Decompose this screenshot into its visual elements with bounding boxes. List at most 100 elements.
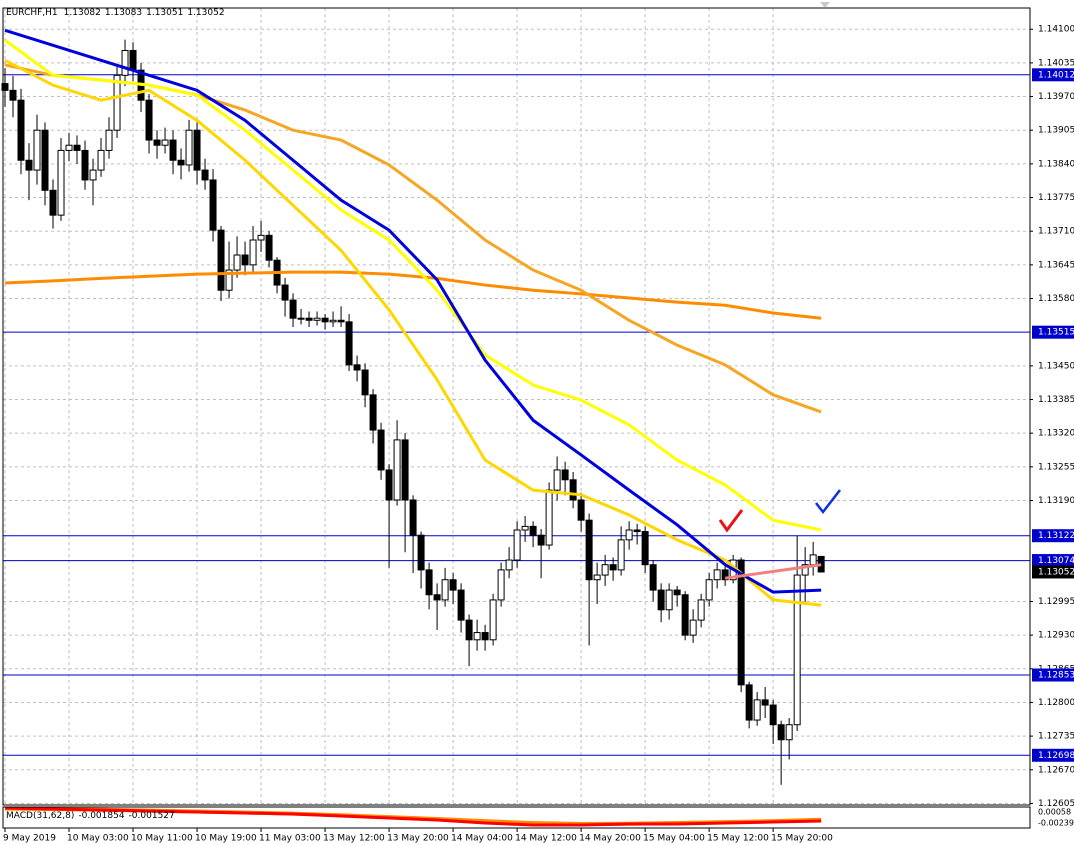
candle-body <box>81 149 89 181</box>
level-label-box <box>1032 668 1074 682</box>
price-label: 1.13052 <box>1038 567 1074 577</box>
candle-body <box>761 699 769 706</box>
y-tick-label: 1.12995 <box>1038 597 1074 607</box>
y-tick-label: 1.13580 <box>1038 294 1074 304</box>
candle-body <box>217 229 225 291</box>
candle-body <box>601 564 609 576</box>
candle-body <box>577 499 585 521</box>
y-tick-label: 1.14100 <box>1038 25 1074 35</box>
macd-tick-label: -0.00239 <box>1038 819 1074 828</box>
candle-body <box>401 439 409 501</box>
y-tick-label: 1.13320 <box>1038 429 1074 439</box>
symbol: EURCHF,H1 <box>6 8 58 18</box>
x-tick-label: 13 May 12:00 <box>323 834 385 844</box>
x-tick-label: 15 May 12:00 <box>707 834 769 844</box>
macd-line <box>4 806 822 827</box>
candle-body <box>201 169 209 181</box>
candle-body <box>489 599 497 641</box>
candle-body <box>249 239 257 266</box>
candle-body <box>73 144 81 151</box>
candle-body <box>665 589 673 611</box>
signal-last: -0.001527 <box>129 811 175 821</box>
chart-header: EURCHF,H1 1.13082 1.13083 1.13051 1.13052 <box>6 8 225 18</box>
candle-body <box>473 632 481 641</box>
last-low: 1.13051 <box>146 8 183 18</box>
candle-body <box>713 569 721 581</box>
candle-body <box>441 579 449 601</box>
candle-body <box>33 129 41 171</box>
candle-body <box>673 589 681 596</box>
y-tick-label: 1.13905 <box>1038 126 1074 136</box>
candle-body <box>41 129 49 191</box>
candle-body <box>697 599 705 621</box>
candle-body <box>593 574 601 581</box>
main-frame <box>2 7 1031 806</box>
candle-body <box>25 159 33 171</box>
candle-body <box>329 319 337 323</box>
x-tick-label: 14 May 04:00 <box>451 834 513 844</box>
candle-body <box>97 149 105 171</box>
level-label: 1.13074 <box>1038 556 1074 566</box>
candle-body <box>241 254 249 266</box>
level-label-box <box>1032 529 1074 543</box>
candle-body <box>393 439 401 501</box>
candle-body <box>105 129 113 151</box>
candle-body <box>65 144 73 151</box>
last-close: 1.13052 <box>187 8 224 18</box>
candle-body <box>169 139 177 161</box>
last-high: 1.13083 <box>105 8 142 18</box>
x-tick-label: 9 May 2019 <box>3 834 56 844</box>
y-tick-label: 1.13190 <box>1038 496 1074 506</box>
candle-body <box>569 479 577 501</box>
candle-body <box>801 564 809 576</box>
candle-body <box>745 684 753 721</box>
indicator-line <box>4 270 822 320</box>
candle-body <box>257 234 265 241</box>
candle-body <box>809 554 817 566</box>
candle-body <box>321 317 329 323</box>
candle-body <box>1 83 9 91</box>
candle-body <box>617 539 625 571</box>
indicator-line <box>4 38 822 532</box>
candle-body <box>545 489 553 546</box>
candle-body <box>521 525 529 531</box>
candle-body <box>497 569 505 601</box>
level-label: 1.12698 <box>1038 751 1074 761</box>
level-label-box <box>1032 748 1074 762</box>
candle-body <box>305 317 313 321</box>
y-tick-label: 1.13970 <box>1038 92 1074 102</box>
candle-body <box>425 569 433 596</box>
level-label: 1.14012 <box>1038 70 1074 80</box>
label-layer: 1.14100 1.14035 1.13970 1.13905 1.13840 1.137… <box>3 25 1074 844</box>
candle-body <box>185 129 193 166</box>
red-check <box>718 509 744 533</box>
candle-body <box>265 234 273 261</box>
y-tick-label: 1.14035 <box>1038 58 1074 68</box>
shift-marker <box>820 2 830 8</box>
candle-body <box>689 619 697 636</box>
candle-body <box>369 394 377 431</box>
level-label-box <box>1032 325 1074 339</box>
candle-body <box>561 469 569 481</box>
y-tick-label: 1.12735 <box>1038 732 1074 742</box>
candle-body <box>225 269 233 291</box>
candle-body <box>753 699 761 721</box>
candle-body <box>705 579 713 601</box>
candle-body <box>737 559 745 686</box>
candle-body <box>9 89 17 101</box>
price-label-box <box>1032 565 1074 579</box>
candle-body <box>313 317 321 321</box>
blue-check <box>815 489 841 515</box>
candle-body <box>465 619 473 641</box>
candle-body <box>281 284 289 301</box>
candle-body <box>657 589 665 611</box>
candle-body <box>537 534 545 546</box>
candle-body <box>625 529 633 541</box>
x-tick-label: 15 May 04:00 <box>643 834 705 844</box>
candle-body <box>161 139 169 146</box>
candle-body <box>417 534 425 571</box>
y-tick-label: 1.12605 <box>1038 799 1074 809</box>
candle-body <box>153 139 161 146</box>
candle-body <box>681 594 689 636</box>
